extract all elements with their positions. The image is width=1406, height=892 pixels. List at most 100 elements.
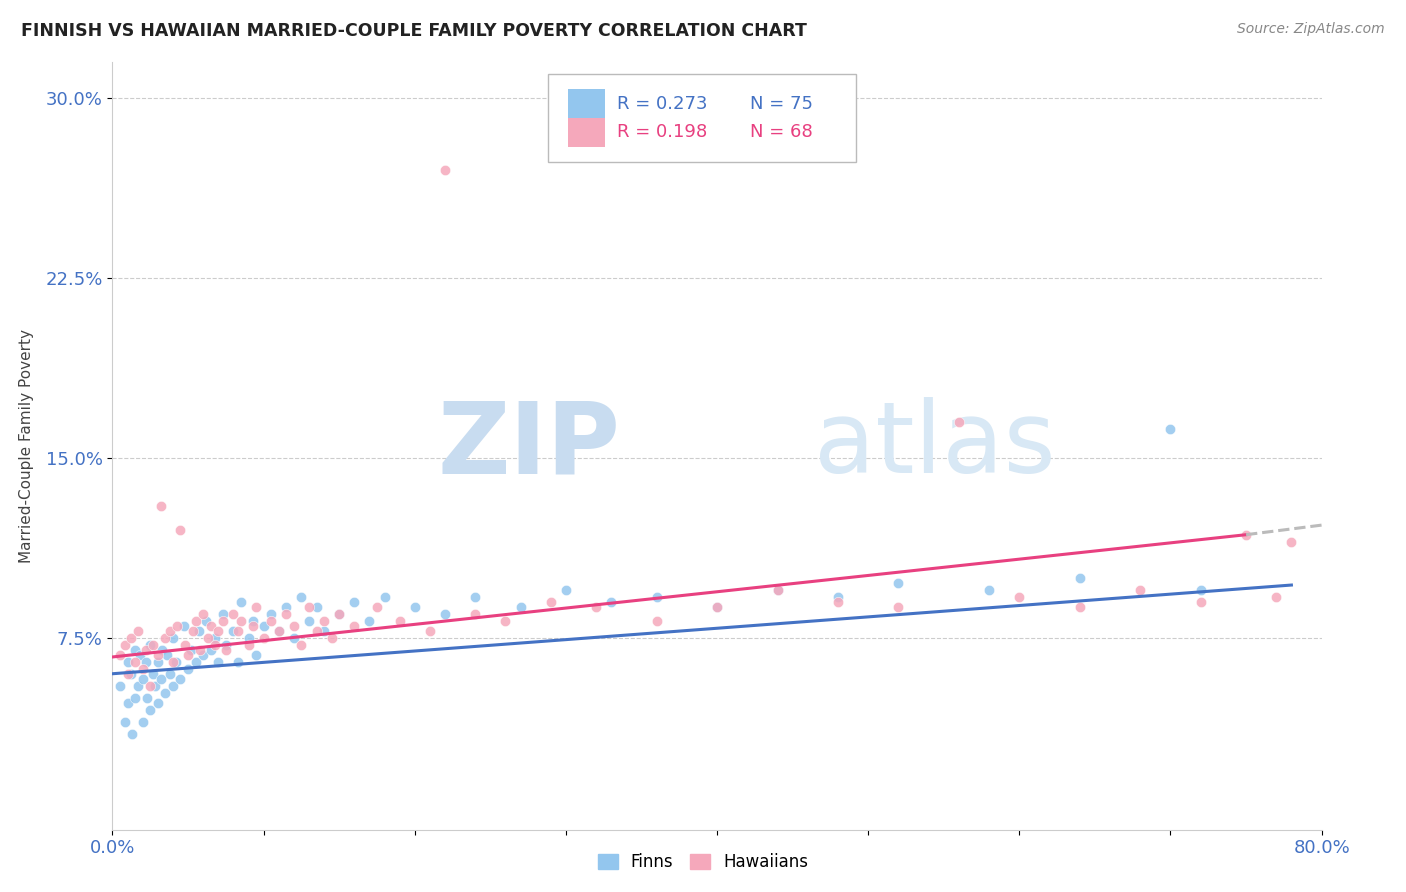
Point (117, 696, 139, 710)
Point (124, 655, 146, 669)
Point (283, 619, 305, 633)
Point (366, 599, 388, 614)
Legend: Finns, Hawaiians: Finns, Hawaiians (589, 845, 817, 880)
Point (169, 672, 191, 686)
Point (120, 666, 142, 681)
Point (204, 631, 226, 645)
Point (156, 648, 179, 662)
Point (187, 624, 209, 638)
Point (128, 648, 150, 662)
Point (195, 614, 218, 628)
Point (343, 619, 366, 633)
Point (146, 648, 169, 662)
Point (464, 590, 486, 604)
Point (1069, 571, 1091, 585)
Point (108, 679, 131, 693)
Point (948, 415, 970, 429)
Point (706, 599, 728, 614)
Point (215, 638, 238, 652)
Point (1129, 582, 1152, 597)
Point (305, 624, 328, 638)
Point (495, 614, 517, 628)
Point (298, 614, 321, 628)
Point (162, 631, 184, 645)
Point (1159, 422, 1181, 436)
Point (188, 642, 211, 657)
Point (290, 590, 312, 604)
Y-axis label: Married-Couple Family Poverty: Married-Couple Family Poverty (20, 329, 34, 563)
Point (165, 655, 187, 669)
Point (540, 595, 562, 609)
Point (253, 619, 276, 633)
Point (238, 631, 260, 645)
Point (887, 599, 910, 614)
Point (245, 599, 267, 614)
Point (887, 575, 910, 590)
Point (328, 607, 350, 621)
Point (260, 607, 283, 621)
Point (162, 679, 184, 693)
Text: N = 68: N = 68 (749, 123, 813, 141)
Point (827, 595, 849, 609)
Point (169, 523, 191, 537)
Point (155, 686, 177, 700)
Text: atlas: atlas (814, 398, 1056, 494)
Point (180, 642, 202, 657)
Point (207, 624, 229, 638)
Point (174, 638, 197, 652)
Point (124, 690, 146, 705)
Point (343, 595, 366, 609)
Point (177, 648, 200, 662)
Point (132, 714, 155, 729)
Text: Source: ZipAtlas.com: Source: ZipAtlas.com (1237, 22, 1385, 37)
Point (139, 703, 162, 717)
Point (211, 614, 233, 628)
Point (159, 666, 181, 681)
Point (127, 624, 149, 638)
Point (242, 619, 264, 633)
Point (181, 624, 204, 638)
Point (766, 582, 789, 597)
Point (305, 599, 328, 614)
Point (149, 499, 172, 513)
Point (146, 696, 169, 710)
FancyBboxPatch shape (568, 118, 605, 147)
Point (328, 607, 350, 621)
Point (464, 607, 486, 621)
Point (290, 638, 312, 652)
Point (132, 662, 155, 676)
Point (267, 624, 290, 638)
Point (433, 163, 456, 178)
Point (359, 614, 381, 628)
Point (374, 590, 396, 604)
Point (121, 726, 143, 740)
Point (585, 599, 607, 614)
Point (645, 614, 668, 628)
Text: R = 0.198: R = 0.198 (617, 123, 707, 141)
Point (155, 631, 177, 645)
Point (132, 672, 155, 686)
Point (321, 631, 343, 645)
Point (245, 648, 267, 662)
Point (135, 655, 157, 669)
Point (117, 666, 139, 681)
Point (139, 638, 162, 652)
Point (1189, 582, 1212, 597)
Point (184, 614, 207, 628)
Point (253, 631, 276, 645)
Point (242, 614, 264, 628)
Point (509, 599, 531, 614)
Point (173, 619, 195, 633)
Point (226, 655, 249, 669)
Point (162, 655, 184, 669)
Point (706, 599, 728, 614)
Point (388, 614, 411, 628)
Point (143, 679, 166, 693)
Point (108, 648, 131, 662)
Text: R = 0.273: R = 0.273 (617, 95, 707, 113)
Point (827, 590, 849, 604)
Point (159, 624, 181, 638)
Point (645, 590, 668, 604)
Point (146, 655, 169, 669)
Text: N = 75: N = 75 (749, 95, 813, 113)
